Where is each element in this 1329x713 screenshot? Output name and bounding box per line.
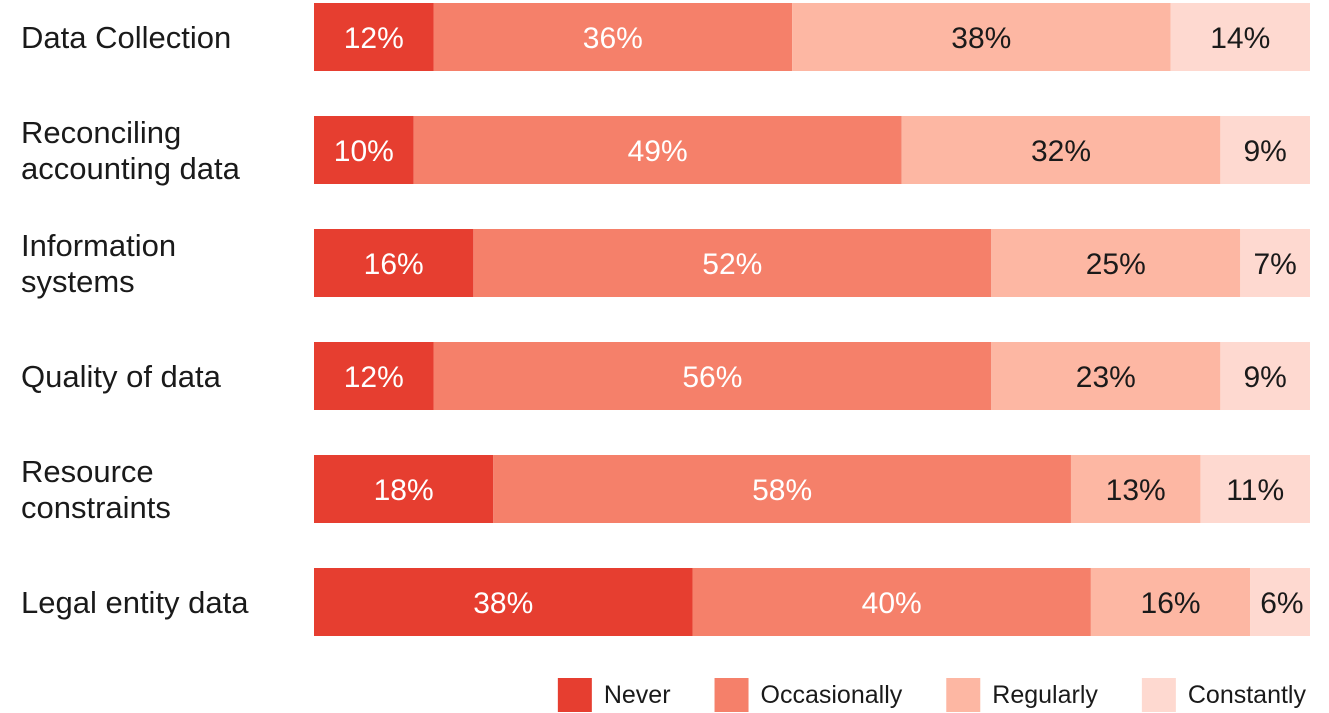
bar-segment bbox=[1090, 568, 1251, 636]
legend-swatch bbox=[714, 678, 749, 712]
segment-value-label: 23% bbox=[1076, 361, 1136, 394]
bar-segment bbox=[314, 342, 434, 410]
segment-value-label: 40% bbox=[862, 587, 922, 620]
bar-segment bbox=[314, 3, 434, 71]
category-label: Quality of data bbox=[21, 359, 222, 394]
bar-segment bbox=[991, 229, 1241, 297]
bar-segment bbox=[433, 3, 793, 71]
bar-segment bbox=[901, 116, 1221, 184]
category-label-line: Legal entity data bbox=[21, 585, 249, 620]
segment-value-label: 13% bbox=[1106, 474, 1166, 507]
segment-value-label: 9% bbox=[1244, 135, 1287, 168]
segment-value-label: 16% bbox=[364, 248, 424, 281]
category-label-line: accounting data bbox=[21, 151, 241, 186]
segment-value-label: 38% bbox=[473, 587, 533, 620]
bar-segment bbox=[1200, 455, 1310, 523]
segment-value-label: 18% bbox=[374, 474, 434, 507]
category-label-line: constraints bbox=[21, 490, 171, 525]
bar-segment bbox=[1170, 3, 1310, 71]
legend-swatch bbox=[1141, 678, 1176, 712]
segment-value-label: 14% bbox=[1210, 22, 1270, 55]
segment-value-label: 12% bbox=[344, 361, 404, 394]
category-label: Information systems bbox=[21, 228, 176, 299]
category-label-line: Resource bbox=[21, 454, 154, 489]
legend-label: Constantly bbox=[1188, 681, 1307, 709]
bars: 12% 36% 38% 14% 10% 49% 32% 9% 16% 52% 25% 7% 12% 56%… bbox=[314, 3, 1310, 636]
bar-segment bbox=[314, 455, 494, 523]
segment-value-label: 25% bbox=[1086, 248, 1146, 281]
bar-segment bbox=[792, 3, 1171, 71]
bar-segment bbox=[1250, 568, 1310, 636]
legend-swatch bbox=[946, 678, 981, 712]
bar-segment bbox=[1070, 455, 1201, 523]
bar-segment bbox=[413, 116, 902, 184]
bar-segment bbox=[314, 568, 693, 636]
bar-segment bbox=[493, 455, 1071, 523]
category-label: Legal entity data bbox=[21, 585, 249, 620]
bar-segment bbox=[314, 116, 414, 184]
category-label-line: Data Collection bbox=[21, 20, 231, 55]
segment-value-label: 6% bbox=[1260, 587, 1303, 620]
bar-segment bbox=[433, 342, 992, 410]
bar-segment bbox=[991, 342, 1221, 410]
legend-swatch bbox=[557, 678, 592, 712]
category-label-line: Reconciling bbox=[21, 115, 181, 150]
category-label: Resource constraints bbox=[21, 454, 171, 525]
bar-segment bbox=[692, 568, 1091, 636]
segment-value-label: 12% bbox=[344, 22, 404, 55]
segment-value-label: 38% bbox=[951, 22, 1011, 55]
legend-label: Regularly bbox=[992, 681, 1098, 709]
segment-value-label: 11% bbox=[1226, 474, 1284, 507]
bar-segment bbox=[1220, 342, 1310, 410]
segment-value-label: 52% bbox=[702, 248, 762, 281]
category-label-line: Quality of data bbox=[21, 359, 222, 394]
category-label-line: Information bbox=[21, 228, 176, 263]
segment-value-label: 36% bbox=[583, 22, 643, 55]
segment-value-label: 32% bbox=[1031, 135, 1091, 168]
legend: Constantly Regularly Occasionally Never bbox=[557, 678, 1307, 712]
segment-value-label: 10% bbox=[334, 135, 394, 168]
segment-value-label: 56% bbox=[682, 361, 742, 394]
bar-segment bbox=[314, 229, 474, 297]
category-label: Reconciling accounting data bbox=[21, 115, 241, 186]
segment-value-label: 7% bbox=[1253, 248, 1296, 281]
category-label: Data Collection bbox=[21, 20, 231, 55]
segment-value-label: 9% bbox=[1244, 361, 1287, 394]
category-labels: Data Collection Reconciling accounting dat… bbox=[21, 20, 249, 620]
segment-value-label: 16% bbox=[1141, 587, 1201, 620]
bar-segment bbox=[1240, 229, 1310, 297]
legend-label: Occasionally bbox=[761, 681, 903, 709]
segment-value-label: 58% bbox=[752, 474, 812, 507]
category-label-line: systems bbox=[21, 264, 135, 299]
legend-label: Never bbox=[604, 681, 671, 709]
bar-segment bbox=[473, 229, 992, 297]
bar-segment bbox=[1220, 116, 1310, 184]
segment-value-label: 49% bbox=[628, 135, 688, 168]
